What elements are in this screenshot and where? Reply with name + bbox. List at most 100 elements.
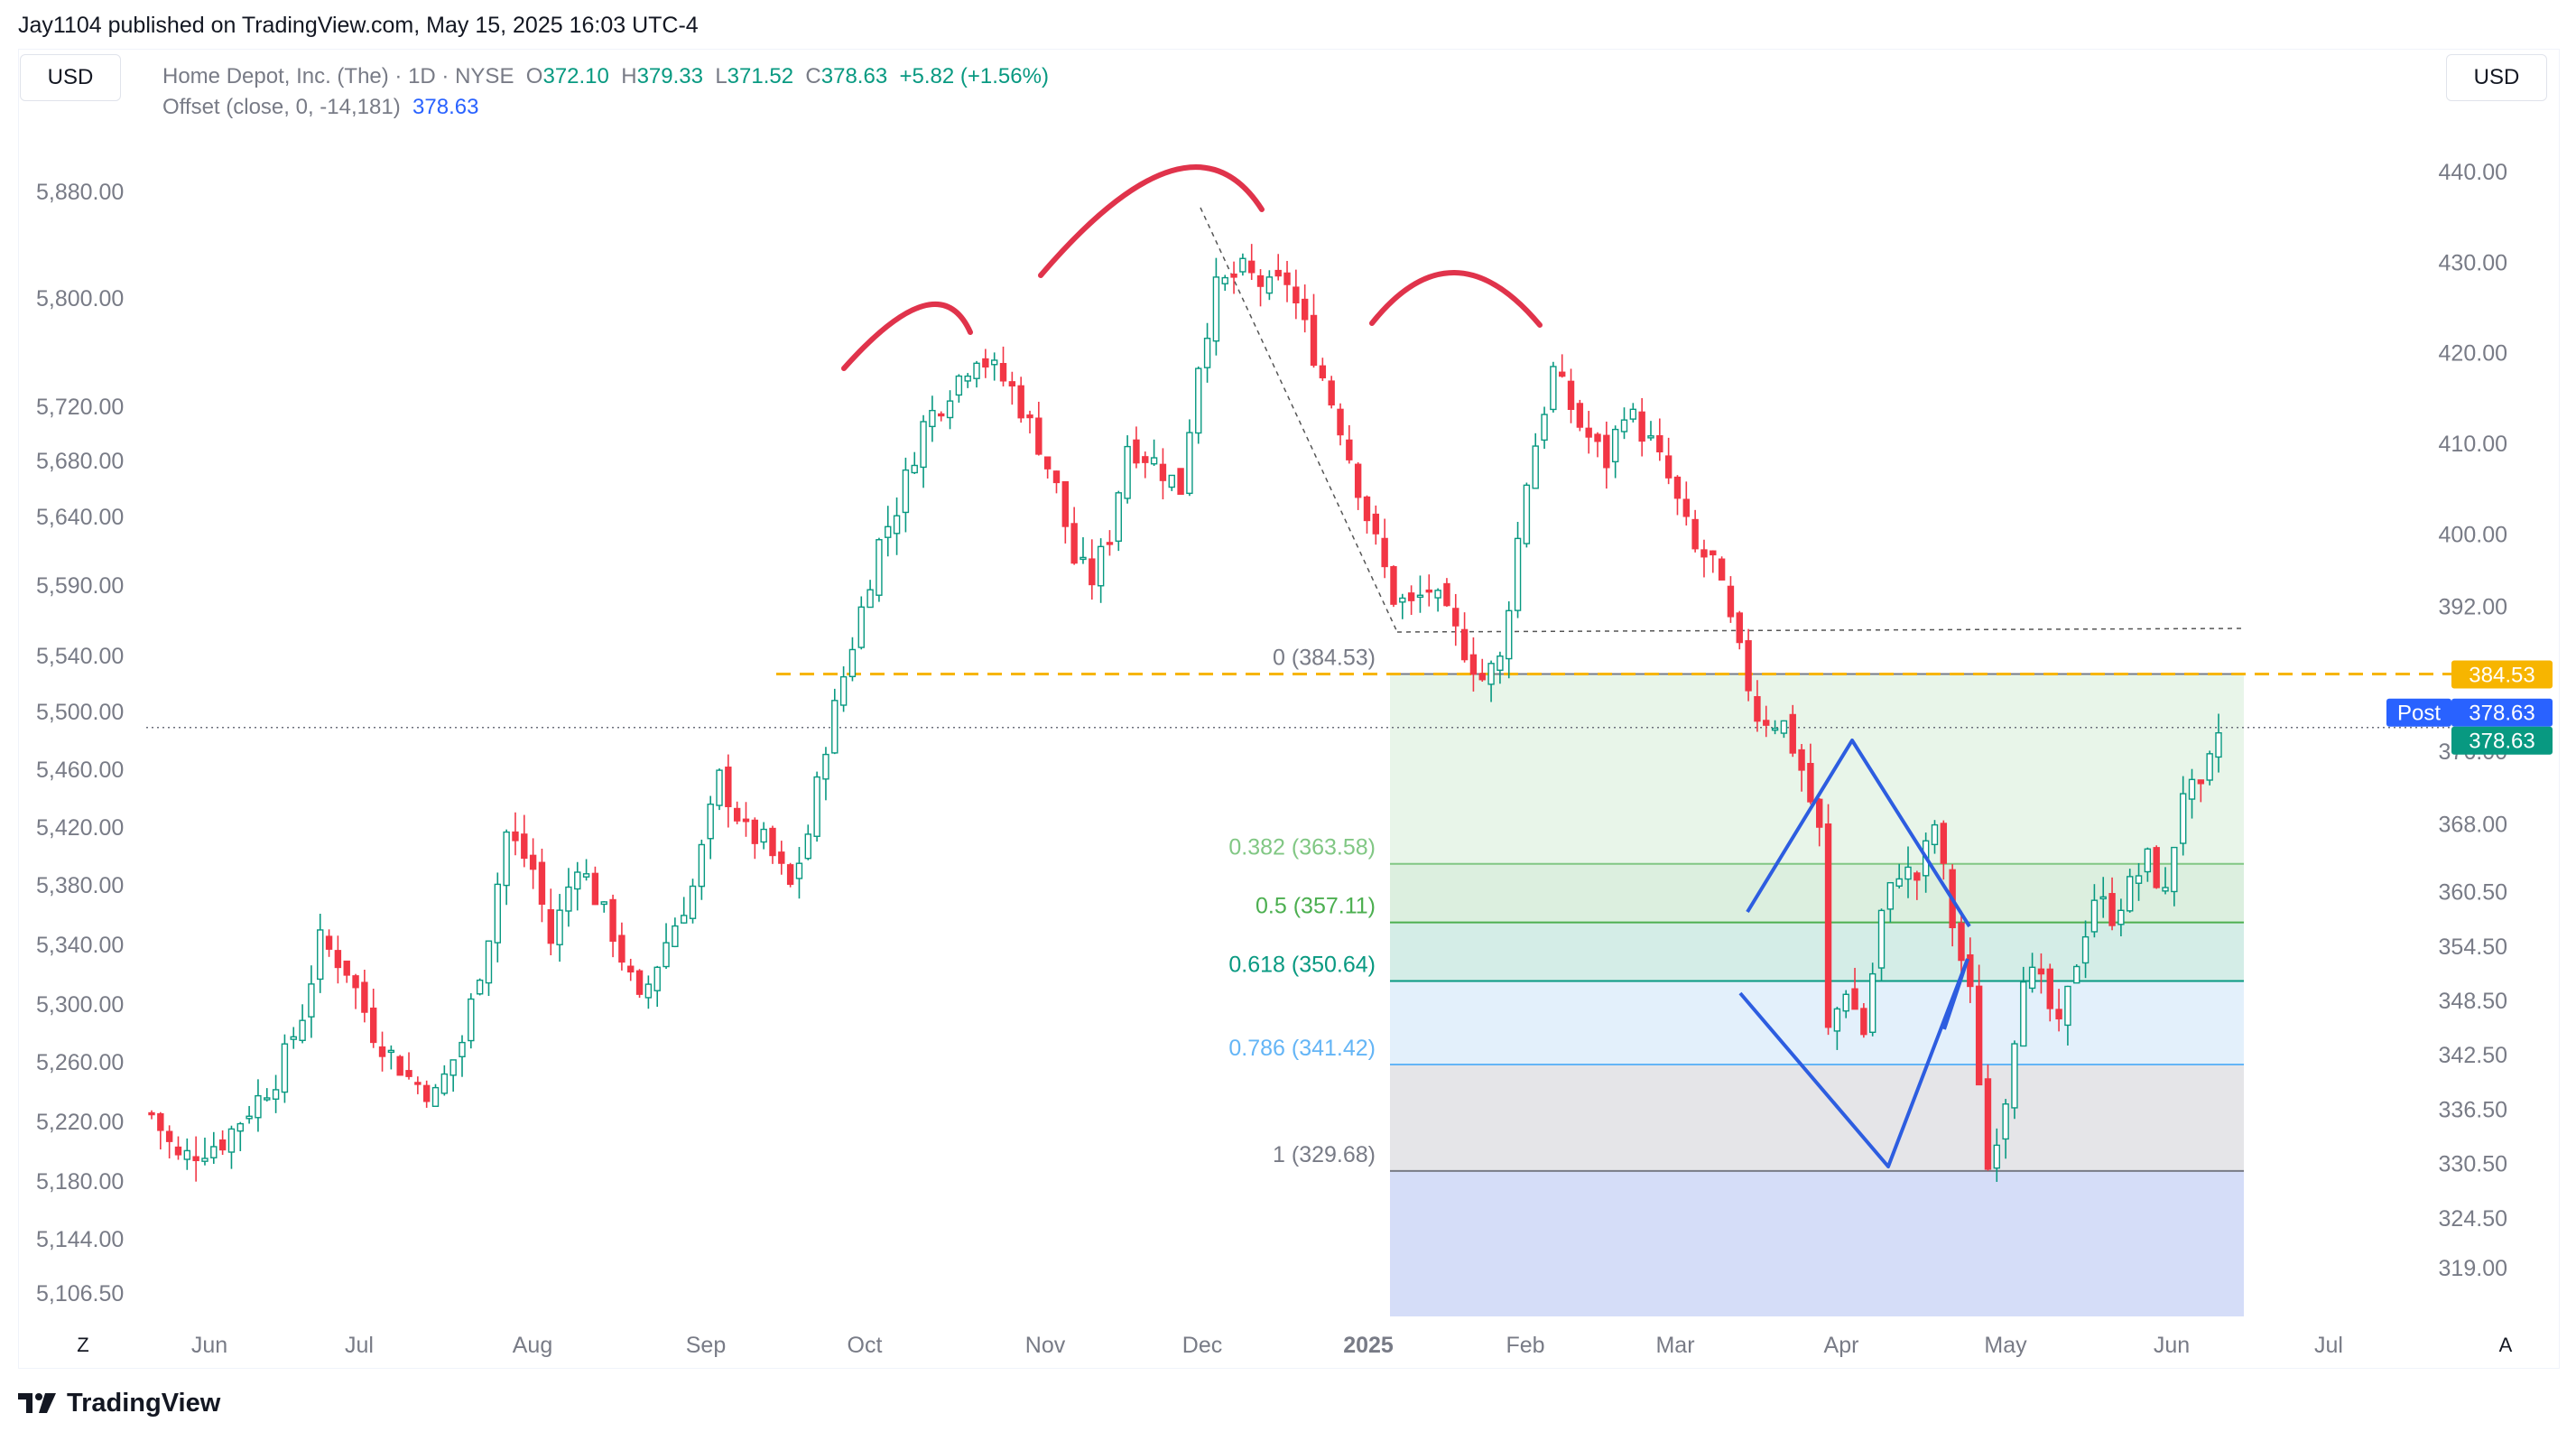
candle-body (352, 975, 359, 989)
trend-line (1200, 207, 1398, 633)
candle-body (1469, 654, 1478, 675)
candle (422, 1080, 431, 1108)
candle-body (1487, 663, 1495, 685)
candle-body (449, 1059, 457, 1076)
right-axis-label: 348.50 (2439, 989, 2507, 1014)
chart-frame[interactable] (18, 49, 2560, 1369)
candle (2144, 847, 2152, 882)
indicator-legend[interactable]: Offset (close, 0, -14,181) 378.63 (162, 95, 478, 120)
candle-body (2188, 778, 2196, 800)
candle (547, 888, 554, 955)
candle (1603, 421, 1610, 489)
candle (990, 352, 998, 381)
candle (1478, 658, 1486, 683)
chart-patterns[interactable] (841, 164, 1971, 1168)
candle (387, 1045, 395, 1070)
candle-body (387, 1049, 395, 1054)
candle (272, 1074, 280, 1113)
candle-body (804, 833, 811, 860)
candle (1780, 720, 1788, 739)
candle (227, 1125, 236, 1169)
candle (582, 859, 590, 881)
timezone-button[interactable]: Z (77, 1334, 89, 1356)
candle (1931, 820, 1939, 854)
symbol-name[interactable]: Home Depot, Inc. (The) · 1D · NYSE (162, 64, 514, 88)
candle-body (1097, 545, 1105, 587)
left-axis-label: 5,260.00 (36, 1050, 124, 1075)
candle-body (1506, 609, 1513, 660)
candle-body (1124, 445, 1131, 499)
candle (1080, 537, 1087, 564)
candle-body (2215, 731, 2222, 758)
candle (1523, 482, 1531, 548)
candle (1629, 403, 1637, 423)
candle (1168, 474, 1175, 491)
candle (148, 1110, 155, 1120)
candle-body (2081, 935, 2090, 964)
currency-button-right[interactable]: USD (2446, 54, 2547, 101)
x-axis-label: Feb (1506, 1333, 1544, 1358)
left-axis-label: 5,420.00 (36, 815, 124, 841)
candle-body (609, 898, 616, 942)
price-badge-bg (2451, 698, 2553, 727)
candle (2073, 963, 2080, 984)
candle-body (1452, 608, 1459, 627)
candle-body (742, 818, 750, 823)
candle-body (1620, 419, 1628, 432)
candle-body (290, 1036, 297, 1040)
candle-body (1967, 953, 1974, 988)
x-axis-label: Jun (191, 1333, 227, 1358)
candle (1673, 475, 1682, 516)
candle-body (831, 700, 839, 754)
candle-body (672, 925, 679, 947)
candle (1274, 254, 1282, 281)
candle (405, 1052, 412, 1080)
candle-body (1434, 590, 1441, 599)
fib-zone (1390, 863, 2244, 923)
candle-body (1824, 823, 1832, 1028)
candle-body (422, 1084, 431, 1102)
candle-body (1159, 463, 1167, 481)
symbol-legend: Home Depot, Inc. (The) · 1D · NYSE O372.… (162, 64, 1049, 88)
auto-scale-button[interactable]: A (2498, 1334, 2513, 1356)
candle (1035, 401, 1042, 456)
left-axis-label: 5,380.00 (36, 873, 124, 898)
left-axis-label: 5,590.00 (36, 573, 124, 599)
candle-body (795, 862, 803, 879)
candle-body (813, 776, 820, 837)
candle-body (459, 1041, 466, 1058)
candle (2002, 1099, 2009, 1159)
candle-body (760, 828, 767, 843)
candle-body (1052, 470, 1061, 484)
candle-body (1195, 367, 1202, 434)
currency-button-left[interactable]: USD (20, 54, 121, 101)
candle-body (1142, 456, 1149, 463)
candle (352, 973, 359, 1009)
low-value: 371.52 (727, 64, 794, 88)
x-axis-label: Jun (2154, 1333, 2190, 1358)
candle-body (512, 831, 519, 842)
candle (1363, 495, 1371, 534)
left-axis-label: 5,540.00 (36, 644, 124, 669)
left-axis-label: 5,144.00 (36, 1227, 124, 1252)
indicator-name: Offset (close, 0, -14,181) (162, 95, 401, 119)
price-badge-label: 378.63 (2469, 702, 2534, 726)
left-axis-label: 5,340.00 (36, 933, 124, 958)
x-axis-label: Aug (513, 1333, 552, 1358)
candle (2081, 920, 2090, 979)
candle-body (1390, 566, 1397, 605)
fibonacci-retracement[interactable]: 0 (384.53) 0.382 (363.58) 0.5 (357.11) 0.61… (1228, 646, 2244, 1316)
candle-body (1248, 260, 1256, 274)
candle (1771, 720, 1779, 735)
candle-body (1363, 496, 1371, 522)
candle (1212, 257, 1220, 356)
right-shoulder-arc (1369, 270, 1543, 328)
candle-body (1133, 439, 1140, 464)
candle-body (246, 1115, 253, 1120)
candle-body (778, 851, 785, 864)
candle (866, 580, 874, 609)
candle (911, 451, 918, 475)
candle-body (1629, 408, 1637, 420)
candle-body (627, 965, 635, 973)
